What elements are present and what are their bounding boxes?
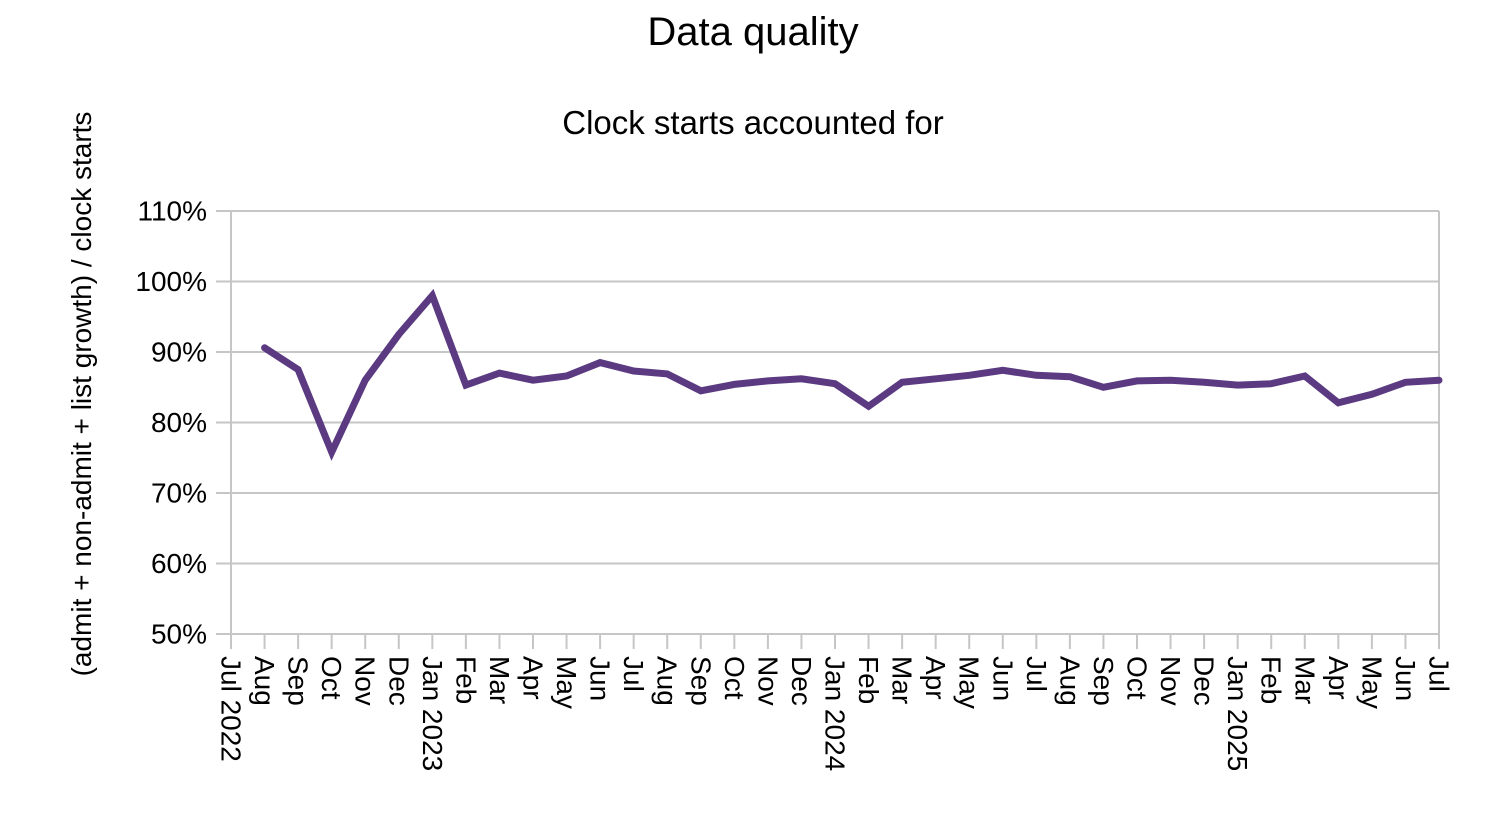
x-tick-label: May (1356, 656, 1387, 709)
chart-title: Data quality (647, 10, 859, 54)
x-tick-label: Jul (1021, 656, 1052, 692)
y-tick-label: 80% (151, 407, 207, 438)
y-tick-labels: 50% 60% 70% 80% 90% 100% 110% (135, 196, 207, 650)
y-tick-label: 90% (151, 337, 207, 368)
chart-subtitle: Clock starts accounted for (562, 104, 944, 141)
x-tick-label: Jul (1424, 656, 1455, 692)
x-tick-label: Sep (283, 656, 314, 706)
y-tick-label: 100% (135, 266, 207, 297)
y-tick-label: 70% (151, 478, 207, 509)
x-tick-label: May (954, 656, 985, 709)
x-tick-label: Sep (685, 656, 716, 706)
x-axis-ticks (230, 634, 1440, 649)
x-tick-label: Jan 2023 (417, 656, 448, 771)
x-tick-label: Apr (920, 656, 951, 700)
x-tick-label: Jun (1390, 656, 1421, 701)
y-tick-label: 50% (151, 619, 207, 650)
x-tick-label: Dec (1189, 656, 1220, 706)
x-tick-label: Nov (1155, 656, 1186, 706)
x-tick-label: Apr (518, 656, 549, 700)
x-tick-label: Jan 2024 (820, 656, 851, 771)
x-tick-label: Feb (853, 656, 884, 704)
x-tick-label: Dec (383, 656, 414, 706)
x-tick-label: Aug (652, 656, 683, 706)
x-tick-label: Mar (484, 656, 515, 704)
x-tick-label: Dec (786, 656, 817, 706)
x-tick-label: Nov (752, 656, 783, 706)
y-tick-label: 60% (151, 548, 207, 579)
series-line (261, 288, 1443, 461)
x-tick-label: Aug (1054, 656, 1085, 706)
x-tick-label: Nov (350, 656, 381, 706)
x-tick-label: Jul (618, 656, 649, 692)
x-tick-label: May (551, 656, 582, 709)
x-tick-label: Mar (1289, 656, 1320, 704)
x-tick-label: Jul 2022 (216, 656, 247, 762)
x-tick-label: Oct (1122, 656, 1153, 700)
x-tick-labels: Jul 2022 Aug Sep Oct Nov Dec Jan 2023 Feb Mar Apr… (216, 656, 1455, 771)
gridlines (231, 210, 1439, 635)
x-tick-label: Jun (585, 656, 616, 701)
x-tick-label: Sep (1088, 656, 1119, 706)
x-tick-label: Mar (887, 656, 918, 704)
x-tick-label: Apr (1323, 656, 1354, 700)
x-tick-label: Feb (450, 656, 481, 704)
x-tick-label: Oct (719, 656, 750, 700)
x-tick-label: Jan 2025 (1222, 656, 1253, 771)
x-tick-label: Aug (249, 656, 280, 706)
x-tick-label: Feb (1256, 656, 1287, 704)
x-tick-label: Oct (316, 656, 347, 700)
y-tick-label: 110% (137, 196, 207, 227)
y-axis-ticks (216, 210, 231, 635)
x-tick-label: Jun (987, 656, 1018, 701)
